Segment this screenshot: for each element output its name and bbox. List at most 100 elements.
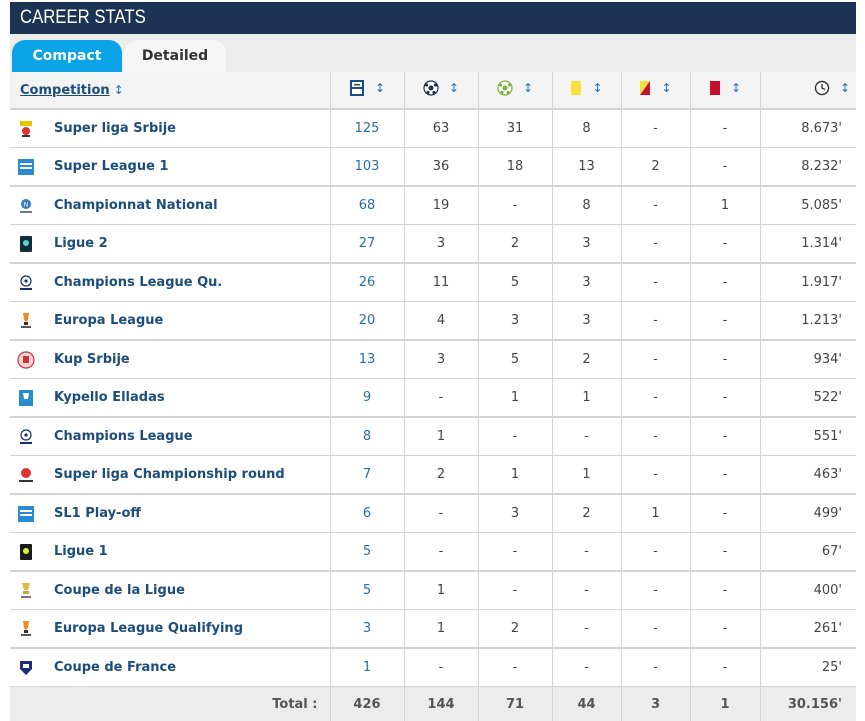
minutes-icon [814,80,830,96]
competition-name[interactable]: Europa League [54,313,163,328]
sort-icon[interactable]: ↕ [114,83,124,97]
competition-logo-icon [16,350,36,370]
assists-header[interactable]: ↕ [478,72,552,109]
apps-value[interactable]: 125 [330,109,404,148]
apps-value[interactable]: 7 [330,456,404,495]
sort-icon[interactable]: ↕ [449,81,459,95]
assists-value: - [478,571,552,610]
second-yellow-value: - [621,571,690,610]
competition-name[interactable]: Ligue 1 [54,544,108,559]
competition-cell[interactable]: Coupe de France [10,648,330,687]
sort-icon[interactable]: ↕ [731,81,741,95]
apps-value[interactable]: 26 [330,263,404,302]
apps-value[interactable]: 5 [330,571,404,610]
second-yellow-value: - [621,379,690,418]
apps-value[interactable]: 68 [330,186,404,225]
apps-value[interactable]: 103 [330,148,404,187]
apps-value[interactable]: 8 [330,417,404,456]
competition-logo-icon [16,234,36,254]
competition-logo-icon [16,542,36,562]
competition-cell[interactable]: Champions League Qu. [10,263,330,302]
apps-value[interactable]: 1 [330,648,404,687]
competition-name[interactable]: SL1 Play-off [54,506,141,521]
sort-icon[interactable]: ↕ [375,81,385,95]
competition-cell[interactable]: Champions League [10,417,330,456]
apps-value[interactable]: 5 [330,533,404,572]
competition-cell[interactable]: Super liga Srbije [10,109,330,148]
second-yellow-value: - [621,186,690,225]
sort-icon[interactable]: ↕ [592,81,602,95]
goals-value: 19 [404,186,478,225]
competition-name[interactable]: Super League 1 [54,159,169,174]
apps-value[interactable]: 9 [330,379,404,418]
apps-value[interactable]: 20 [330,302,404,341]
competition-name[interactable]: Ligue 2 [54,236,108,251]
minutes-header[interactable]: ↕ [760,72,856,109]
red-header[interactable]: ↕ [690,72,760,109]
competition-name[interactable]: Coupe de la Ligue [54,583,185,598]
apps-value[interactable]: 27 [330,225,404,264]
red-value: - [690,610,760,649]
second-yellow-header[interactable]: ↕ [621,72,690,109]
competition-name[interactable]: Champions League Qu. [54,275,222,290]
red-value: - [690,533,760,572]
competition-cell[interactable]: Super League 1 [10,148,330,187]
competition-name[interactable]: Champions League [54,429,193,444]
yellow-card-icon [570,80,582,96]
apps-header[interactable]: ↕ [330,72,404,109]
assists-value: 31 [478,109,552,148]
competition-name[interactable]: Super liga Srbije [54,121,176,136]
yellow-value: - [552,610,621,649]
competition-logo-icon [16,427,36,447]
competition-cell[interactable]: Kup Srbije [10,340,330,379]
yellow-value: 3 [552,225,621,264]
appearances-icon [349,79,365,97]
sort-icon[interactable]: ↕ [661,81,671,95]
competition-name[interactable]: Europa League Qualifying [54,621,243,636]
tab-compact[interactable]: Compact [12,40,122,72]
competition-name[interactable]: Coupe de France [54,660,176,675]
competition-name[interactable]: Kypello Elladas [54,390,165,405]
goals-header[interactable]: ↕ [404,72,478,109]
page-title: CAREER STATS [20,7,146,29]
competition-name[interactable]: Championnat National [54,198,218,213]
competition-cell[interactable]: SL1 Play-off [10,494,330,533]
competition-logo-icon [16,581,36,601]
competition-cell[interactable]: Europa League [10,302,330,341]
competition-cell[interactable]: Coupe de la Ligue [10,571,330,610]
yellow-header[interactable]: ↕ [552,72,621,109]
competition-header[interactable]: Competition ↕ [10,72,330,109]
sort-icon[interactable]: ↕ [523,81,533,95]
tab-detailed[interactable]: Detailed [124,40,226,72]
competition-cell[interactable]: Super liga Championship round [10,456,330,495]
competition-name[interactable]: Super liga Championship round [54,467,285,482]
apps-value[interactable]: 13 [330,340,404,379]
apps-value[interactable]: 6 [330,494,404,533]
competition-cell[interactable]: Europa League Qualifying [10,610,330,649]
competition-name[interactable]: Kup Srbije [54,352,130,367]
competition-cell[interactable]: Ligue 2 [10,225,330,264]
sort-icon[interactable]: ↕ [840,81,850,95]
competition-cell[interactable]: Kypello Elladas [10,379,330,418]
competition-sort-link[interactable]: Competition [20,83,110,98]
apps-value[interactable]: 3 [330,610,404,649]
totals-row: Total : 426 144 71 44 3 1 30.156' [10,687,856,721]
assists-value: - [478,533,552,572]
competition-cell[interactable]: Ligue 1 [10,533,330,572]
